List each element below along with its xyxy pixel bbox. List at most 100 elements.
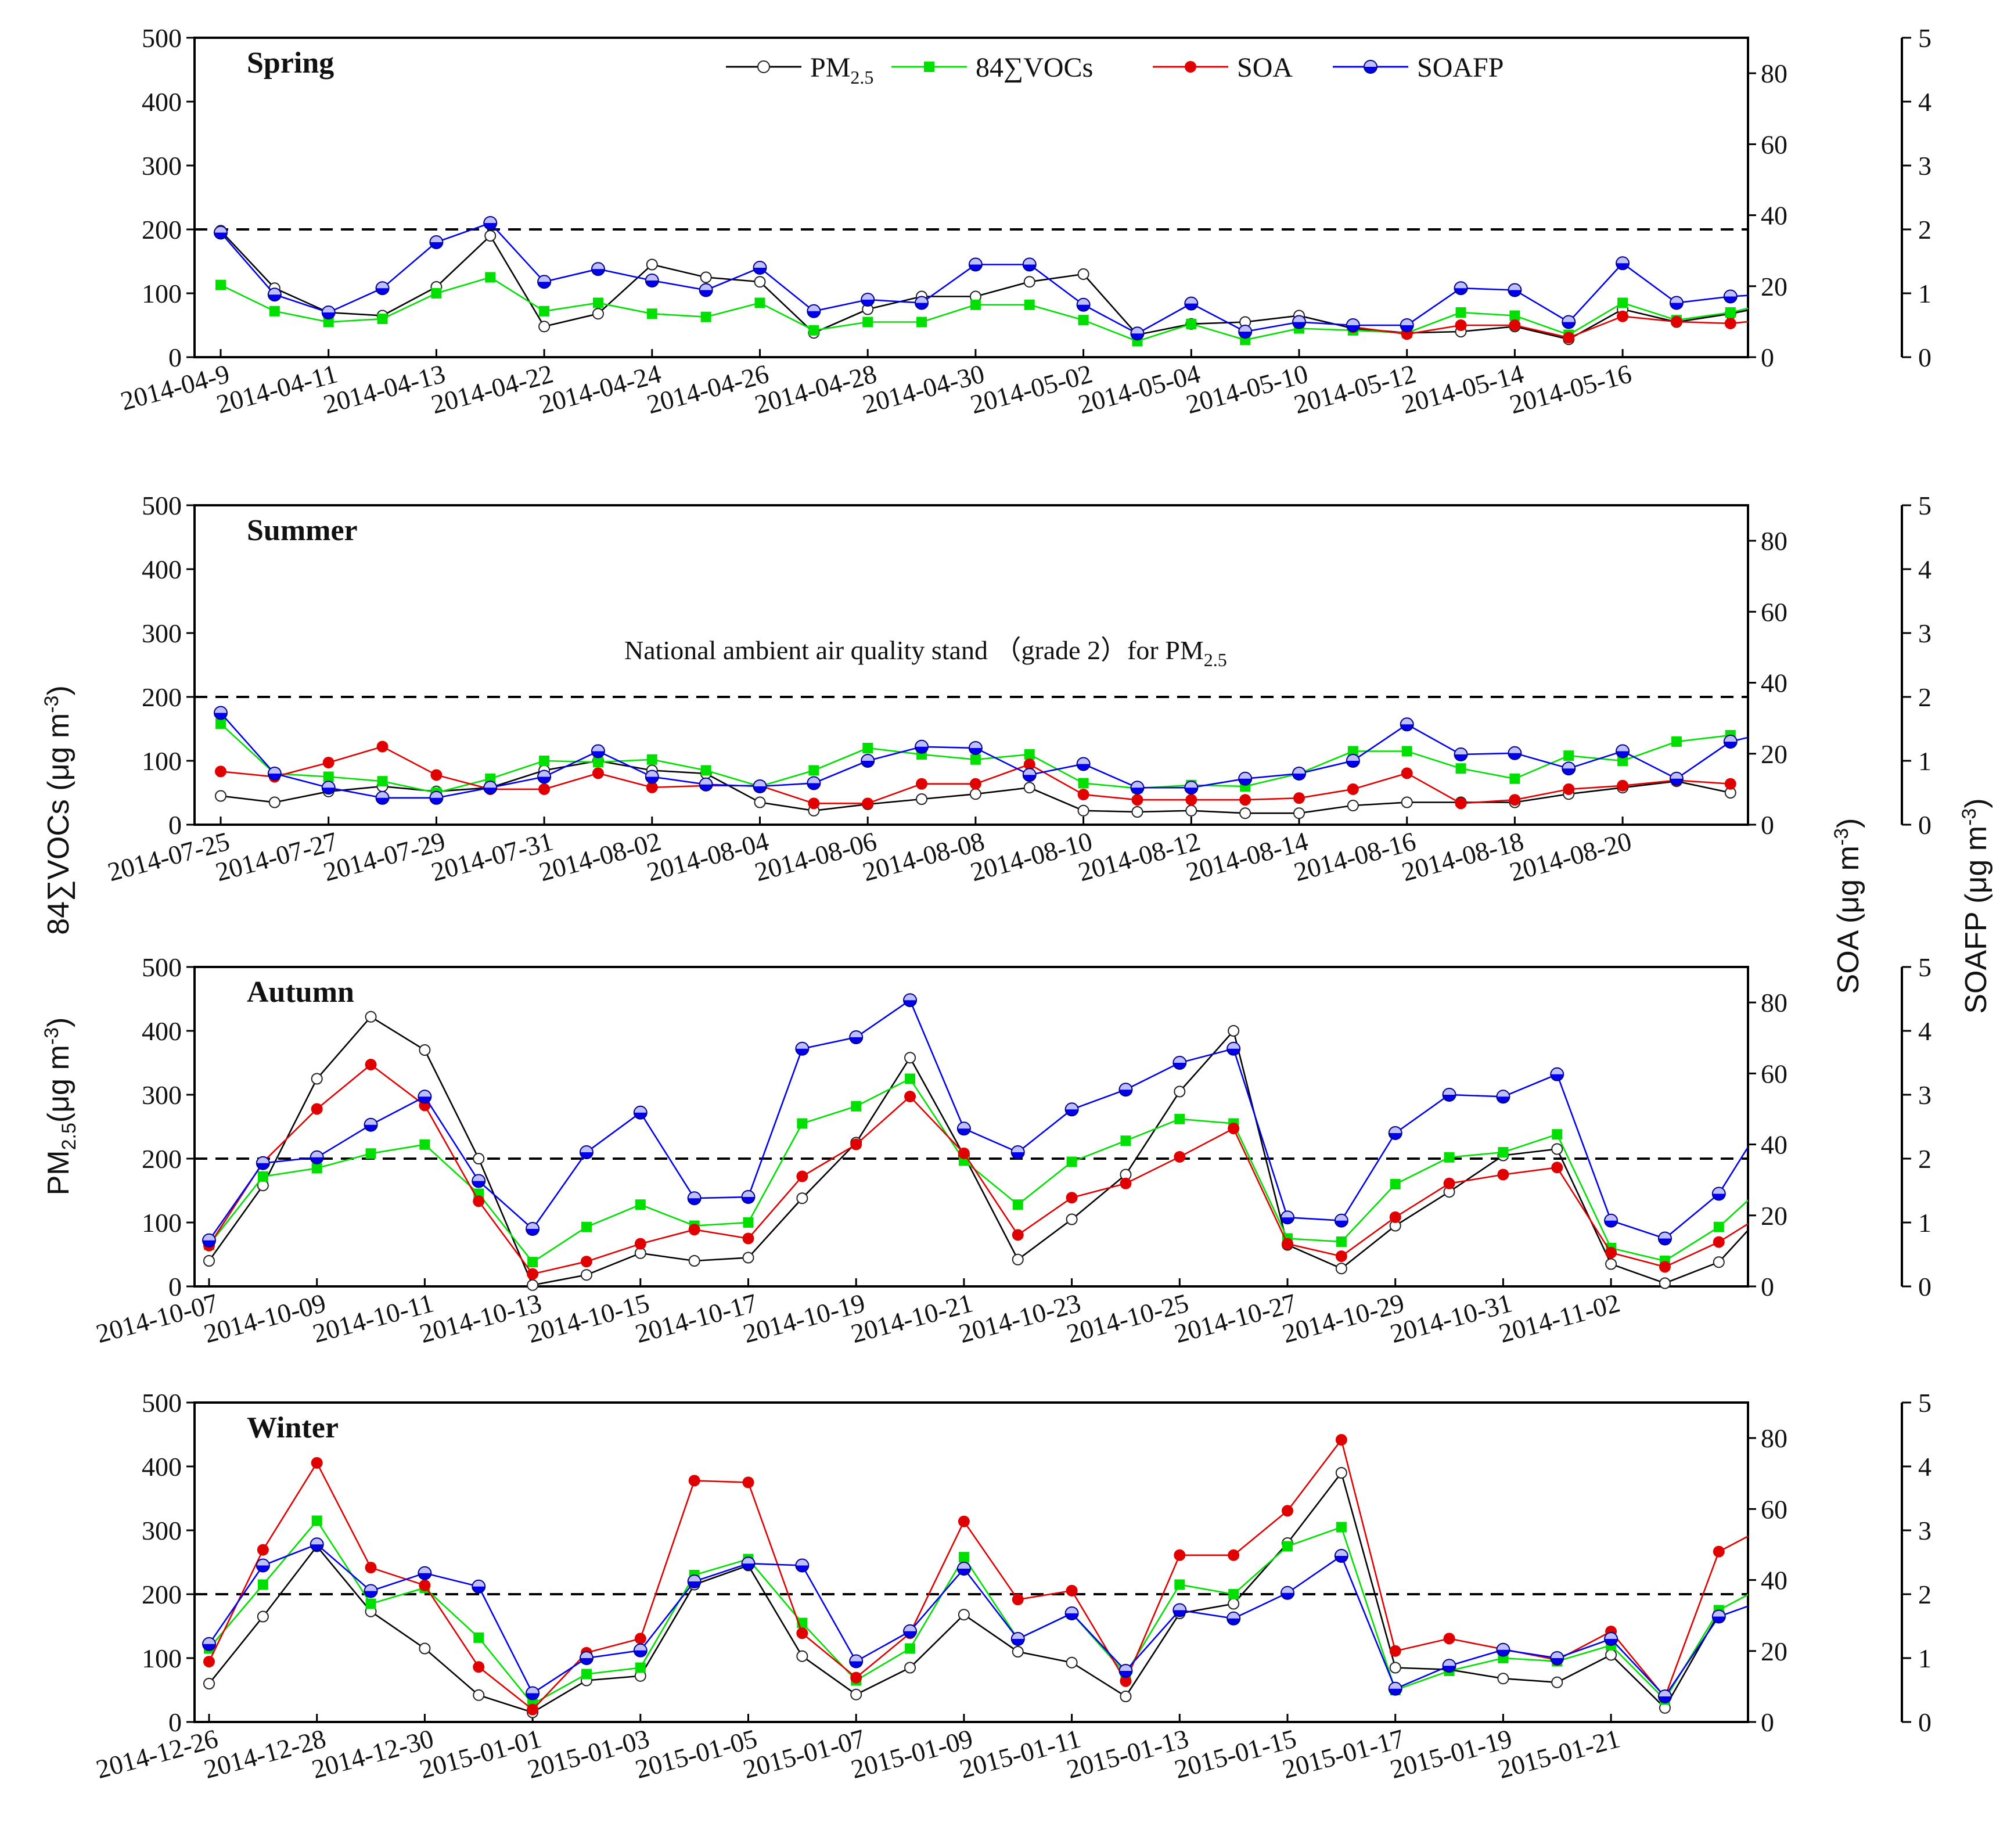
data-point-highlight: [1347, 755, 1359, 761]
data-point: [646, 754, 657, 765]
data-point: [1012, 1199, 1023, 1210]
left-tick-label: 300: [142, 619, 182, 648]
data-point: [1077, 804, 1089, 817]
data-point: [796, 1192, 808, 1205]
data-point: [796, 1627, 808, 1640]
data-point: [1174, 1150, 1186, 1163]
data-point: [473, 1632, 484, 1643]
data-point-highlight: [1293, 768, 1305, 774]
data-point-highlight: [1185, 297, 1197, 304]
data-point: [1551, 1162, 1563, 1174]
data-point-highlight: [646, 771, 658, 777]
x-tick-label: 2014-10-31: [1387, 1288, 1515, 1349]
data-point: [700, 765, 711, 776]
legend-item-3: SOAFP: [1333, 52, 1504, 83]
x-tick-label: 2014-10-11: [310, 1288, 437, 1348]
data-point-highlight: [419, 1567, 431, 1573]
x-tick-label: 2014-12-28: [201, 1723, 329, 1784]
data-point: [1779, 312, 1790, 324]
right1-tick-label: 40: [1761, 1130, 1787, 1160]
series-soa: [203, 1434, 1748, 1716]
left-tick-label: 0: [168, 1272, 182, 1301]
data-point-highlight: [1023, 258, 1035, 265]
right-axis-label-soafp: SOAFP (μg m-3): [1958, 798, 1993, 1013]
data-point: [1174, 1113, 1185, 1124]
data-point-highlight: [1239, 772, 1251, 779]
x-tick-label: 2014-05-12: [1291, 358, 1419, 419]
data-point: [311, 1457, 323, 1469]
data-point: [1509, 794, 1521, 806]
data-point: [323, 771, 334, 782]
data-point: [268, 796, 280, 808]
data-point-highlight: [1293, 316, 1305, 322]
data-point-highlight: [1509, 284, 1521, 290]
x-tick-label: 2015-01-17: [1279, 1723, 1408, 1784]
data-point-highlight: [322, 307, 334, 312]
data-point: [1497, 1169, 1509, 1181]
data-point: [904, 1662, 916, 1674]
data-point: [1347, 800, 1359, 811]
left-axis-label-vocs: 84∑VOCs (μg m-3): [41, 685, 75, 935]
data-point: [257, 1579, 268, 1590]
data-point: [1239, 807, 1251, 819]
right2-tick-label: 3: [1918, 151, 1932, 181]
right2-tick-label: 4: [1918, 555, 1932, 584]
x-tick-label: 2014-05-10: [1183, 358, 1311, 419]
data-point: [1725, 307, 1736, 318]
x-tick-label: 2014-10-23: [956, 1288, 1084, 1349]
data-point: [1455, 763, 1466, 774]
data-point: [473, 1689, 485, 1701]
data-point: [635, 1199, 646, 1210]
data-point-highlight: [754, 262, 766, 268]
data-point-highlight: [592, 263, 604, 269]
data-point: [646, 781, 658, 793]
right2-tick-label: 5: [1918, 952, 1932, 982]
data-point: [203, 1255, 215, 1267]
data-point: [1282, 1238, 1293, 1250]
data-point-highlight: [215, 707, 226, 713]
x-tick-label: 2014-07-31: [428, 826, 556, 887]
x-tick-label: 2014-05-04: [1075, 358, 1203, 419]
data-point: [808, 765, 819, 776]
data-point: [1293, 792, 1305, 804]
data-point-highlight: [1228, 1042, 1240, 1049]
x-tick-label: 2014-05-16: [1506, 358, 1635, 419]
data-point: [634, 1633, 646, 1645]
data-point-highlight: [958, 1123, 970, 1129]
left-tick-label: 100: [142, 1644, 182, 1673]
data-point-highlight: [1605, 1633, 1617, 1639]
data-point: [1228, 1025, 1240, 1037]
data-point-highlight: [527, 1687, 539, 1694]
data-point: [1174, 1549, 1186, 1561]
data-point-highlight: [1724, 290, 1736, 297]
x-tick-label: 2014-12-26: [93, 1723, 221, 1784]
data-point-highlight: [1012, 1633, 1024, 1639]
right1-tick-label: 80: [1761, 988, 1787, 1018]
data-point-highlight: [484, 782, 497, 788]
legend-marker: [757, 60, 770, 73]
panel-autumn: 0 100 200 300 400 500 0 20 40 60 80 0 1 2 3 4 5 2014-10-0…: [93, 952, 1932, 1349]
data-point: [1455, 797, 1467, 810]
right1-tick-label: 80: [1761, 1423, 1787, 1453]
data-point: [473, 1153, 485, 1164]
legend-item-0: PM2.5: [726, 52, 873, 88]
data-point-highlight: [1389, 1682, 1401, 1689]
data-point: [958, 1147, 970, 1159]
data-point: [581, 1221, 592, 1232]
data-point-highlight: [904, 994, 916, 1001]
data-point: [970, 299, 981, 310]
data-point: [473, 1195, 485, 1207]
right2-tick-label: 3: [1918, 1080, 1932, 1110]
x-tick-label: 2015-01-09: [848, 1723, 976, 1784]
data-point: [1228, 1598, 1240, 1610]
data-point: [1552, 1129, 1563, 1140]
series-line: [208, 1519, 1748, 1705]
right1-tick-label: 40: [1761, 1566, 1787, 1595]
data-point: [1713, 1545, 1725, 1558]
data-point: [1444, 1152, 1455, 1163]
data-point: [1336, 1236, 1347, 1247]
right1-tick-label: 80: [1761, 526, 1787, 556]
data-point: [203, 1656, 215, 1668]
data-point-highlight: [958, 1563, 970, 1569]
data-point: [1228, 1589, 1239, 1599]
